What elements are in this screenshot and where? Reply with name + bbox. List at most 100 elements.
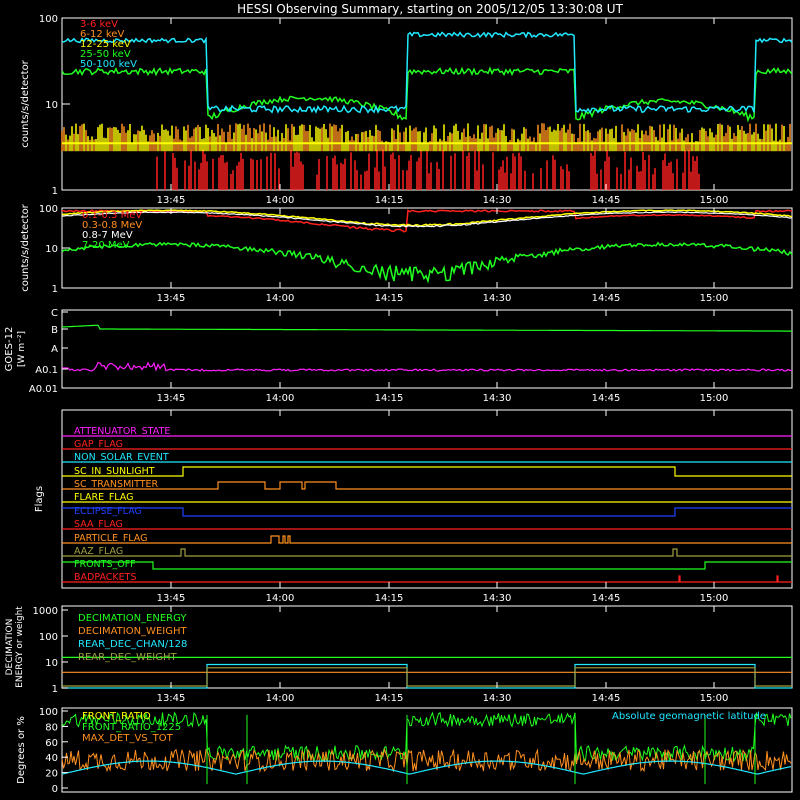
flag-label: GAP_FLAG — [74, 439, 123, 450]
series-goes-short — [62, 361, 792, 372]
x-tick-label: 14:45 — [592, 593, 621, 604]
panel-goes: CBA A0.1 A0.01 GOES-12 [W m⁻²] 13:45 14:00 1… — [4, 308, 793, 404]
x-tick-label: 14:45 — [592, 195, 621, 206]
y-tick-label: 10 — [45, 100, 58, 111]
panel-goes-ylabel: GOES-12 — [4, 327, 15, 372]
panel-flags-xticks: 13:45 14:00 14:15 14:30 14:45 15:00 — [157, 410, 729, 604]
x-tick-label: 14:30 — [483, 293, 512, 304]
flag-label: ATTENUATOR_STATE — [74, 426, 170, 437]
flag-line — [62, 561, 792, 570]
series-0.8-7mev — [62, 211, 793, 228]
x-tick-label: 14:15 — [375, 693, 404, 704]
flag-line — [62, 481, 792, 490]
legend-entry: 0.3-0.8 MeV — [82, 220, 142, 231]
x-tick-label: 13:45 — [157, 593, 186, 604]
flag-label: BADPACKETS — [74, 572, 136, 583]
panel-ratios-legend: FRONT_RATIOFRONT_RATIO_1225MAX_DET_VS_TO… — [82, 711, 766, 744]
series-rear-dec-weight — [62, 667, 792, 687]
series-25-50kev — [61, 66, 793, 123]
x-tick-label: 14:30 — [483, 393, 512, 404]
series-goes-long — [61, 324, 792, 332]
panel-ratios-yticks: 0 20 40 60 80 100 — [39, 707, 68, 795]
legend-entry: 12-25 keV — [80, 39, 131, 50]
series-geomagnetic-latitude — [61, 760, 792, 775]
y-tick-label: C — [51, 308, 58, 319]
x-tick-label: 15:00 — [700, 693, 729, 704]
flag-line — [62, 575, 792, 583]
legend-entry: DECIMATION_ENERGY — [78, 613, 187, 624]
legend-entry: REAR_DEC_WEIGHT — [78, 652, 177, 663]
x-tick-label: 13:45 — [157, 693, 186, 704]
series-0.3-0.8mev — [61, 209, 793, 227]
flag-line — [62, 535, 792, 544]
series-7-20mev — [61, 241, 793, 284]
y-tick-label: 10 — [45, 658, 58, 669]
panel-goes-ylabel2: [W m⁻²] — [17, 331, 27, 367]
x-tick-label: 14:00 — [266, 393, 295, 404]
panel-lightcurves-plot — [61, 31, 793, 190]
flag-label: NON_SOLAR_EVENT — [74, 452, 169, 463]
x-tick-label: 14:30 — [483, 693, 512, 704]
y-tick-label: 60 — [45, 738, 58, 749]
flag-label: AAZ_FLAG — [74, 546, 123, 557]
panel-decimation-yticks: 1 10 100 1000 — [33, 606, 68, 695]
panel-decimation: 1 10 100 1000 DECIMATION ENERGY or weight D… — [5, 605, 793, 704]
legend-entry: 7-20 MeV — [82, 240, 130, 251]
panel-ratios-plot — [61, 711, 792, 785]
y-tick-label: A — [51, 344, 58, 355]
panel-decimation-ylabel: DECIMATION — [5, 619, 15, 676]
panel-ratios-frame — [61, 707, 793, 793]
x-tick-label: 13:45 — [157, 195, 186, 206]
y-tick-label: 100 — [39, 204, 58, 215]
x-tick-label: 13:45 — [157, 393, 186, 404]
y-tick-label: 100 — [39, 707, 58, 718]
panel-flags: ATTENUATOR_STATE GAP_FLAG NON_SOLAR_EVENT S… — [34, 409, 793, 604]
y-tick-label: 40 — [45, 753, 58, 764]
y-tick-label: B — [51, 325, 58, 336]
x-tick-label: 15:00 — [700, 593, 729, 604]
panel-flags-plot: ATTENUATOR_STATE GAP_FLAG NON_SOLAR_EVENT S… — [62, 426, 792, 583]
panel-high-energy-ylabel: counts/s/detector — [20, 203, 31, 291]
panel-high-energy: 1 10 100 counts/s/detector 0.1-0.3 MeV0.3-… — [20, 203, 793, 304]
panel-high-energy-xticks: 13:45 14:00 14:15 14:30 14:45 15:00 — [157, 208, 729, 304]
legend-entry: FRONT_RATIO_1225 — [82, 722, 181, 733]
panel-goes-frame — [61, 309, 793, 389]
legend-entry: 0.1-0.3 MeV — [82, 210, 142, 221]
panel-decimation-plot — [62, 656, 792, 689]
legend-entry: Absolute geomagnetic latitude — [612, 711, 766, 722]
series-50-100kev — [61, 31, 793, 114]
y-tick-label: 1 — [52, 284, 58, 295]
flag-line — [62, 466, 792, 477]
flag-line — [62, 548, 792, 557]
x-tick-label: 14:00 — [266, 693, 295, 704]
x-tick-label: 14:00 — [266, 593, 295, 604]
flag-label: SC_IN_SUNLIGHT — [74, 466, 155, 477]
x-tick-label: 14:15 — [375, 195, 404, 206]
y-tick-label: A0.1 — [35, 365, 58, 376]
series-max-det-vs-tot — [61, 747, 792, 773]
y-tick-label: 1 — [52, 684, 58, 695]
x-tick-label: 15:00 — [700, 393, 729, 404]
panel-high-energy-yticks: 1 10 100 — [39, 204, 70, 295]
figure-title: HESSI Observing Summary, starting on 200… — [237, 2, 623, 16]
x-tick-label: 14:45 — [592, 293, 621, 304]
x-tick-label: 15:00 — [700, 293, 729, 304]
legend-entry: 25-50 keV — [80, 49, 131, 60]
y-tick-label: A0.01 — [29, 384, 58, 395]
x-tick-label: 14:30 — [483, 195, 512, 206]
x-tick-label: 15:00 — [700, 195, 729, 206]
panel-flags-ylabel: Flags — [34, 486, 45, 512]
panel-goes-xticks: 13:45 14:00 14:15 14:30 14:45 15:00 — [157, 310, 729, 404]
panel-high-energy-frame — [61, 207, 793, 289]
panel-decimation-ylabel2: ENERGY or weight — [15, 606, 25, 688]
flag-line — [62, 507, 792, 517]
x-tick-label: 14:15 — [375, 593, 404, 604]
x-tick-label: 14:45 — [592, 693, 621, 704]
x-tick-label: 14:15 — [375, 293, 404, 304]
legend-entry: 0.8-7 MeV — [82, 230, 133, 241]
panel-lightcurves-ylabel: counts/s/detector — [20, 59, 31, 147]
flag-label: FLARE_FLAG — [74, 492, 134, 503]
